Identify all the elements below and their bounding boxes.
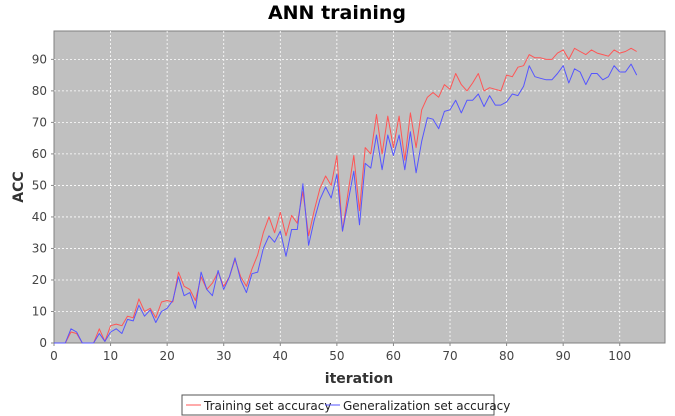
y-tick-label: 40 bbox=[32, 210, 47, 224]
x-tick-label: 10 bbox=[103, 349, 118, 363]
y-tick-label: 0 bbox=[39, 336, 47, 350]
y-tick-label: 50 bbox=[32, 178, 47, 192]
legend-label-generalization: Generalization set accuracy bbox=[343, 399, 510, 413]
x-tick-label: 50 bbox=[329, 349, 344, 363]
generalization-accuracy-line bbox=[54, 63, 638, 344]
series-lines bbox=[54, 47, 638, 344]
x-tick-label: 80 bbox=[499, 349, 514, 363]
y-tick-label: 90 bbox=[32, 52, 47, 66]
y-tick-label: 20 bbox=[32, 273, 47, 287]
y-tick-label: 80 bbox=[32, 84, 47, 98]
plot-area bbox=[53, 30, 666, 344]
training-accuracy-line bbox=[54, 47, 637, 344]
x-tick-label: 30 bbox=[216, 349, 231, 363]
grid-lines bbox=[54, 31, 665, 343]
y-tick-label: 60 bbox=[32, 147, 47, 161]
x-tick-label: 0 bbox=[50, 349, 58, 363]
x-tick-label: 100 bbox=[608, 349, 631, 363]
axes: 0 10 20 30 40 50 60 70 80 90 100 0 10 20 30 40 50 60 70 80 9… bbox=[32, 52, 631, 363]
x-tick-label: 40 bbox=[273, 349, 288, 363]
legend-label-training: Training set accuracy bbox=[203, 399, 331, 413]
x-tick-label: 20 bbox=[160, 349, 175, 363]
chart-title: ANN training bbox=[268, 2, 406, 24]
x-tick-label: 60 bbox=[386, 349, 401, 363]
x-tick-label: 90 bbox=[556, 349, 571, 363]
y-tick-label: 30 bbox=[32, 241, 47, 255]
y-tick-label: 10 bbox=[32, 304, 47, 318]
x-tick-label: 70 bbox=[442, 349, 457, 363]
x-axis-title: iteration bbox=[325, 371, 393, 387]
legend: Training set accuracy Generalization set… bbox=[181, 394, 510, 416]
y-axis-title: ACC bbox=[11, 171, 27, 202]
y-tick-label: 70 bbox=[32, 115, 47, 129]
